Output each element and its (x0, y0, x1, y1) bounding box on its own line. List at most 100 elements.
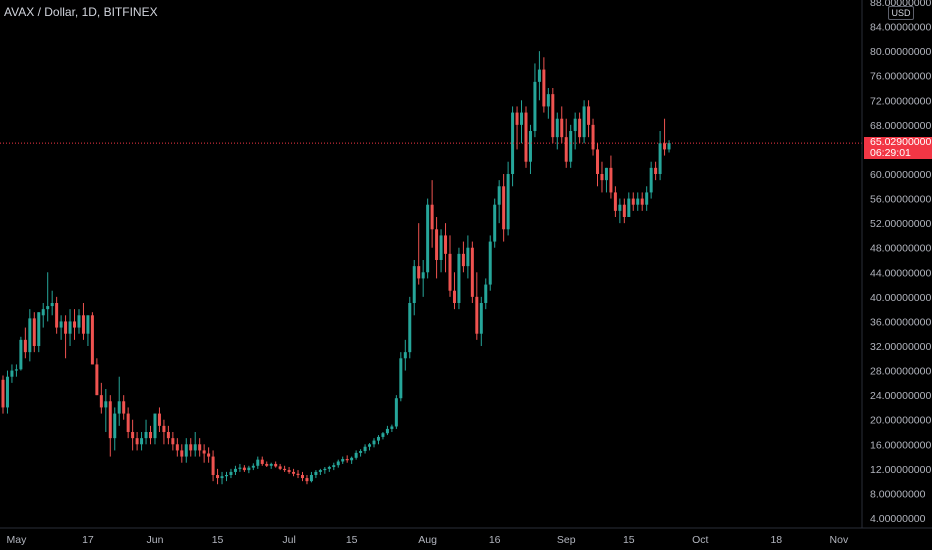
candle-body (86, 315, 90, 334)
candle-body (452, 290, 456, 303)
candle-body (596, 149, 600, 174)
candle-body (233, 468, 237, 472)
candle (202, 444, 206, 463)
candle-body (278, 466, 282, 469)
candle-body (153, 413, 157, 439)
candle (470, 241, 474, 303)
x-tick-label: 15 (623, 534, 635, 546)
candle-body (157, 413, 161, 426)
y-tick-label: 24.00000000 (870, 390, 931, 402)
candle (663, 118, 667, 156)
candle-body (609, 167, 613, 193)
candle-body (408, 303, 412, 353)
currency-button[interactable]: USD (888, 6, 914, 20)
candle (649, 161, 653, 199)
candle (484, 278, 488, 310)
candle-body (493, 204, 497, 242)
candle-body (193, 444, 197, 451)
candle (609, 155, 613, 199)
candle-body (578, 118, 582, 138)
candle-body (68, 321, 72, 334)
candle-body (59, 321, 63, 328)
y-tick-label: 60.00000000 (870, 169, 931, 181)
candle (211, 450, 215, 482)
candle-body (484, 284, 488, 303)
candle-body (238, 467, 242, 469)
candle-body (55, 303, 59, 328)
candle (569, 124, 573, 168)
candle-body (354, 452, 358, 458)
candle-body (654, 167, 658, 174)
candle (296, 470, 300, 479)
candle-body (19, 339, 23, 370)
candle-body (359, 451, 363, 453)
candle-body (524, 112, 528, 162)
candle (32, 312, 36, 353)
candle (587, 100, 591, 138)
y-tick-label: 56.00000000 (870, 194, 931, 206)
candle-body (627, 198, 631, 217)
candle (555, 112, 559, 150)
candle (238, 463, 242, 472)
candle (345, 455, 349, 463)
last-price-value: 65.02900000 (870, 136, 932, 148)
candle (426, 198, 430, 279)
candle (350, 456, 354, 464)
candle-body (336, 461, 340, 466)
x-tick-label: Jun (147, 534, 164, 546)
y-tick-label: 52.00000000 (870, 218, 931, 230)
candle (113, 407, 117, 451)
candle (332, 462, 336, 471)
y-tick-label: 48.00000000 (870, 243, 931, 255)
candle (64, 315, 68, 359)
candle-body (117, 401, 121, 414)
time-axis[interactable]: May 17 Jun 15 Jul 15 Aug 16 Sep 15 Oct 18 Nov (6, 534, 848, 546)
candle-body (412, 266, 416, 303)
candle-body (341, 459, 345, 462)
candle (189, 438, 193, 457)
candle (591, 118, 595, 156)
candle (184, 438, 188, 463)
candle-body (430, 204, 434, 230)
candle (408, 296, 412, 359)
candle (193, 432, 197, 457)
x-tick-label: May (6, 534, 27, 546)
candle (55, 296, 59, 334)
candle (524, 106, 528, 168)
candle (466, 235, 470, 279)
candle (180, 444, 184, 463)
candle-body (211, 456, 215, 475)
candle-body (166, 432, 170, 439)
candle (131, 419, 135, 451)
candle-body (180, 450, 184, 457)
candle (578, 112, 582, 144)
candle (140, 432, 144, 451)
price-axis[interactable]: 4.00000000 8.00000000 12.00000000 16.000000… (870, 0, 931, 525)
candle-body (475, 296, 479, 334)
candle (636, 192, 640, 211)
symbol-label[interactable]: AVAX / Dollar, 1D, BITFINEX (4, 5, 158, 19)
candle-body (323, 468, 327, 471)
candle (573, 112, 577, 150)
candle-body (417, 266, 421, 279)
candle (461, 241, 465, 273)
candle (198, 438, 202, 457)
y-tick-label: 84.00000000 (870, 22, 931, 34)
candle-body (95, 364, 99, 396)
y-tick-label: 20.00000000 (870, 415, 931, 427)
candle (479, 296, 483, 346)
x-tick-label: Nov (830, 534, 849, 546)
candle-body (184, 444, 188, 457)
candle-body (613, 192, 617, 211)
candle (220, 471, 224, 485)
candle (278, 463, 282, 471)
candle (493, 198, 497, 248)
candle (300, 471, 304, 482)
candle-body (229, 471, 233, 475)
candle-body (520, 112, 524, 125)
candle-body (46, 306, 50, 310)
candle (256, 456, 260, 469)
candle-body (162, 425, 166, 432)
candle (381, 432, 385, 440)
